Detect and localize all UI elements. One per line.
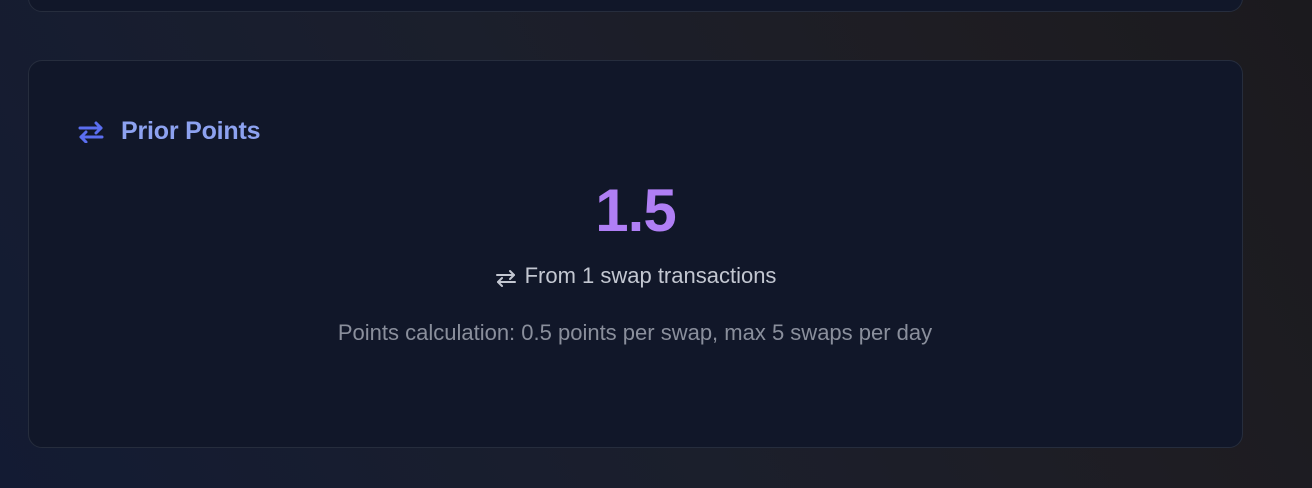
swap-arrows-icon [77,121,105,143]
transactions-summary: From 1 swap transactions [29,263,1242,289]
card-title: Prior Points [121,117,261,145]
swap-arrows-icon [495,267,517,287]
transactions-text: From 1 swap transactions [524,263,777,288]
previous-card [28,0,1243,12]
prior-points-card: Prior Points 1.5 From 1 swap transaction… [28,60,1243,448]
points-calculation-note: Points calculation: 0.5 points per swap,… [337,320,933,345]
card-header: Prior Points [77,117,260,146]
points-value: 1.5 [595,177,676,244]
